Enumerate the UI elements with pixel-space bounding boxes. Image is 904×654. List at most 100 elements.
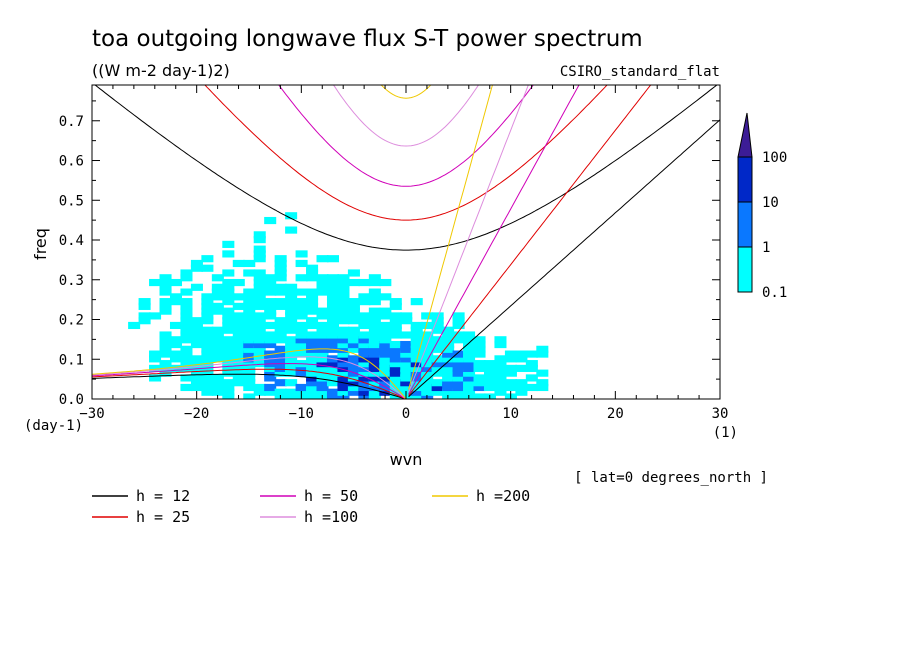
spectrum-cell [253,321,266,330]
spectrum-cell [201,293,214,301]
spectrum-cell [463,350,476,358]
spectrum-cell [253,383,266,392]
spectrum-cell [452,321,465,330]
spectrum-cell [421,331,434,339]
spectrum-cell [190,336,203,344]
spectrum-cell [515,383,528,392]
spectrum-cell [243,383,256,392]
spectrum-cell [431,321,444,330]
dataset-label: CSIRO_standard_flat [560,64,720,80]
spectrum-cell [379,326,392,334]
spectrum-cell [222,345,235,353]
spectrum-cell [368,298,381,306]
axes: −30 −20 −10 0 10 20 30 0.0 0.1 0.2 0.3 0.4 0.5 0.6 0.7 [59,85,728,422]
spectrum-cell [337,388,350,396]
spectrum-cell [211,383,224,392]
spectrum-cell [410,336,423,344]
spectrum-cell [379,278,392,287]
spectrum-cell [337,317,350,325]
spectrum-cell [201,383,214,392]
spectrum-cell [463,369,476,377]
spectrum-cell [368,374,381,382]
chart-subtitle: ((W m-2 day-1)2) [92,61,230,80]
kelvin-curve [408,85,529,393]
spectrum-cell [169,336,183,344]
spectrum-cell [347,278,360,287]
spectrum-cell [274,326,287,334]
spectrum-cell [274,321,287,330]
spectrum-cell [285,293,298,301]
spectrum-cell [222,240,235,248]
spectrum-cell [264,331,277,339]
spectrum-cell [410,340,423,349]
spectrum-cell [525,374,538,382]
y-unit-label: (day-1) [24,418,83,434]
spectrum-cell [358,340,371,349]
spectrum-cell [253,355,266,363]
spectrum-cell [379,312,392,320]
spectrum-cell [389,369,402,377]
spectrum-cell [264,283,277,291]
spectrum-cell [232,312,245,320]
spectrum-cell [190,283,203,291]
spectrum-cell [316,364,329,372]
spectrum-cell [368,388,381,396]
spectrum-cell [306,331,319,339]
spectrum-cell [211,274,224,282]
spectrum-cell [473,383,486,392]
spectrum-cell [473,350,486,358]
rossby-curve [92,356,407,399]
spectrum-cell [306,321,319,330]
spectrum-cell [463,331,476,339]
spectrum-cell [264,321,277,330]
spectrum-cell [159,331,172,339]
spectrum-cell [368,350,381,358]
spectrum-cell [326,364,340,372]
spectrum-cell [358,298,371,306]
spectrum-cell [431,345,444,353]
spectrum-cell [326,307,340,315]
spectrum-cell [410,331,423,339]
spectrum-cell [285,364,298,372]
colorbar-segment [737,246,753,293]
spectrum-cell [264,374,277,382]
spectrum-cell [326,340,340,349]
legend-label: h =200 [476,487,530,505]
spectrum-cell [389,312,402,320]
spectrum-cell [201,388,214,396]
spectrum-cell [211,302,224,310]
spectrum-cell [211,379,224,387]
spectrum-cell [410,298,423,306]
spectrum-cell [306,269,319,277]
spectrum-cell [326,326,340,334]
spectrum-cell [169,340,183,349]
spectrum-cell [347,340,360,349]
x-tick-label: 0 [402,406,410,422]
spectrum-cell [368,360,381,368]
spectrum-cell [483,374,497,382]
spectrum-cell [201,264,214,272]
spectrum-cell [169,278,183,287]
spectrum-cell [379,355,392,363]
spectrum-cell [337,274,350,282]
spectrum-cell [253,245,266,253]
x-tick-label: −30 [79,406,104,422]
spectrum-cell [190,360,203,368]
spectrum-cell [337,331,350,339]
spectrum-cell [463,383,476,392]
spectrum-cell [222,293,235,301]
spectrum-cell [232,374,245,382]
spectrum-cell [264,340,277,349]
spectrum-cell [368,312,381,320]
spectrum-cell [190,259,203,268]
spectrum-cell [473,374,486,382]
spectrum-cell [232,364,245,372]
spectrum-cell [337,278,350,287]
spectrum-cell [326,374,340,382]
spectrum-cell [347,388,360,396]
spectrum-cell [180,355,193,363]
y-axis-label: freq [31,228,50,260]
spectrum-cell [149,364,162,372]
spectrum-cell [326,274,340,282]
spectrum-cell [347,307,360,315]
